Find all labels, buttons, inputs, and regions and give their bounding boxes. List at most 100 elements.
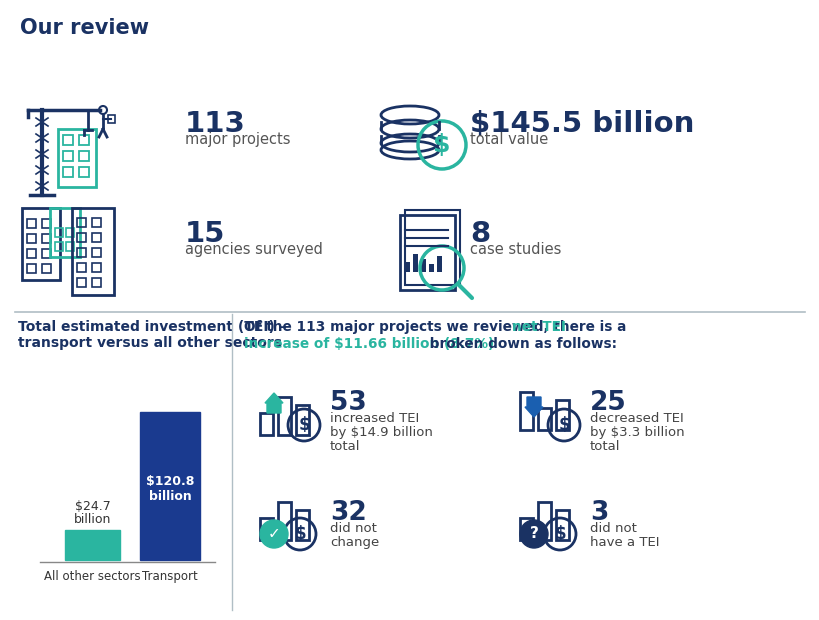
Text: total: total [329,440,360,453]
Bar [42,249,51,258]
Bar [65,530,120,560]
Bar [519,392,532,430]
Text: 25: 25 [590,390,626,416]
Bar [63,167,73,177]
Text: decreased TEI: decreased TEI [590,412,683,425]
Text: Transport: Transport [142,570,197,583]
Bar [79,135,89,145]
Text: net TEI: net TEI [511,320,565,334]
Text: case studies: case studies [469,242,561,257]
Text: 53: 53 [329,390,366,416]
Bar [42,264,51,273]
Text: major projects: major projects [185,132,290,147]
Bar [519,518,532,540]
Bar [79,151,89,161]
Text: 8: 8 [469,220,490,248]
Bar [27,249,36,258]
Bar [27,234,36,243]
Bar [77,233,86,242]
FancyArrow shape [265,393,283,413]
Text: $145.5 billion: $145.5 billion [469,110,694,138]
Text: Of the 113 major projects we reviewed, there is a: Of the 113 major projects we reviewed, t… [244,320,631,334]
Text: $: $ [294,525,305,543]
Text: did not: did not [590,522,636,535]
Bar [66,228,74,237]
Bar [92,263,101,272]
Bar [79,167,89,177]
Text: broken down as follows:: broken down as follows: [424,337,616,351]
Circle shape [519,520,547,548]
Bar [400,215,455,290]
Bar [296,405,309,435]
Bar [437,256,441,272]
Bar [66,242,74,251]
Bar [413,254,418,272]
Text: total: total [590,440,620,453]
Bar [420,259,426,272]
Bar [72,208,114,295]
Bar [27,264,36,273]
Bar [42,234,51,243]
Bar [92,248,101,257]
Text: $24.7: $24.7 [75,500,111,513]
Bar [58,129,96,187]
Bar [405,262,410,272]
Text: did not: did not [329,522,377,535]
Text: All other sectors: All other sectors [44,570,141,583]
Text: $: $ [298,416,310,434]
Text: 113: 113 [185,110,246,138]
Text: ✓: ✓ [267,526,280,541]
Bar [92,233,101,242]
Text: Our review: Our review [20,18,149,38]
Bar [405,210,459,285]
Bar [27,219,36,228]
Text: transport versus all other sectors: transport versus all other sectors [18,336,282,350]
Text: Total estimated investment (TEI) –: Total estimated investment (TEI) – [18,320,287,334]
Bar [77,218,86,227]
FancyArrow shape [524,397,542,417]
Bar [55,228,63,237]
Text: $120.8: $120.8 [146,474,194,487]
Text: by $3.3 billion: by $3.3 billion [590,426,684,439]
Bar [555,400,568,430]
Bar [296,510,309,540]
Text: agencies surveyed: agencies surveyed [185,242,323,257]
Bar [428,264,433,272]
Bar [108,115,115,123]
Bar [260,518,273,540]
Bar [555,510,568,540]
Text: $: $ [432,133,450,157]
Bar [260,413,273,435]
Bar [63,135,73,145]
Text: increase of $11.66 billion (8.7%): increase of $11.66 billion (8.7%) [244,337,494,351]
Bar [63,151,73,161]
Bar [55,242,63,251]
Text: $: $ [554,525,565,543]
Bar [140,412,200,560]
Text: ?: ? [529,526,538,541]
Text: $: $ [558,416,569,434]
Bar [278,397,291,435]
Circle shape [260,520,287,548]
Bar [92,218,101,227]
Text: 32: 32 [329,500,366,526]
Text: billion: billion [148,490,191,502]
Bar [50,208,80,257]
Bar [42,219,51,228]
Bar [278,502,291,540]
Bar [537,408,550,430]
Text: 15: 15 [185,220,225,248]
Text: total value: total value [469,132,548,147]
Bar [77,248,86,257]
Text: increased TEI: increased TEI [329,412,419,425]
Text: 3: 3 [590,500,608,526]
Text: have a TEI: have a TEI [590,536,658,549]
Bar [77,278,86,287]
Bar [92,278,101,287]
Bar [77,263,86,272]
Bar [537,502,550,540]
Text: by $14.9 billion: by $14.9 billion [329,426,432,439]
Text: billion: billion [74,513,111,526]
Bar [22,208,60,280]
Text: change: change [329,536,378,549]
